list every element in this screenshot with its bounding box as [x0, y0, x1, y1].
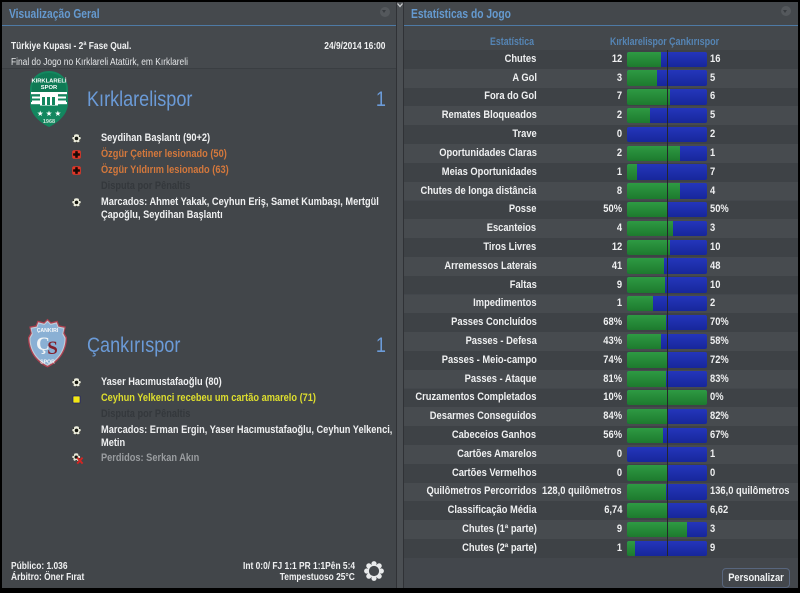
svg-text:Ç: Ç [36, 334, 50, 355]
svg-text:ÇANKIRI: ÇANKIRI [37, 328, 59, 334]
svg-text:★ ★ ★: ★ ★ ★ [37, 109, 62, 118]
svg-text:SPOR: SPOR [40, 360, 55, 366]
svg-text:SPOR: SPOR [41, 85, 58, 91]
svg-text:KIRKLARELİ: KIRKLARELİ [31, 78, 66, 85]
svg-text:1968: 1968 [43, 119, 55, 125]
svg-text:S: S [47, 338, 58, 359]
